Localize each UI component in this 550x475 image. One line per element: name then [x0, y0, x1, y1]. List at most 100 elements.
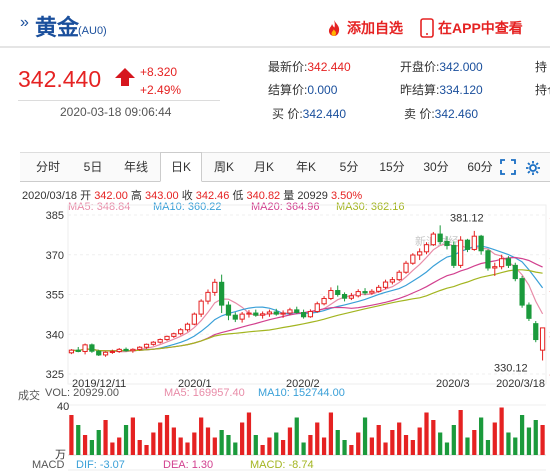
- volume-bar: [308, 435, 313, 455]
- volume-bar: [519, 415, 525, 455]
- ma5-line: [71, 242, 544, 353]
- fullscreen-icon[interactable]: [500, 159, 516, 175]
- volume-bar: [219, 430, 224, 455]
- volume-bar: [315, 422, 320, 455]
- high-annotation: 381.12: [450, 212, 484, 224]
- ma5-label: MA5: 348.84: [68, 201, 131, 213]
- x-axis-label: 2020/3/18: [496, 378, 545, 390]
- candle-body: [348, 295, 355, 299]
- volume-bar: [356, 432, 361, 455]
- candle-body: [239, 313, 245, 320]
- candle-body: [492, 266, 498, 269]
- candle-body: [116, 348, 122, 352]
- tab-30min[interactable]: 30分: [423, 160, 449, 174]
- stat-hold-1: 持: [535, 60, 548, 74]
- stat-latest: 最新价:342.440: [268, 60, 351, 74]
- macd-dea: DEA: 1.30: [163, 459, 214, 471]
- symbol-code: (AU0): [78, 25, 107, 37]
- candle-body: [198, 300, 204, 315]
- candle-body: [321, 297, 327, 305]
- tab-intraday[interactable]: 分时: [35, 160, 60, 174]
- volume-bar: [260, 445, 265, 455]
- volume-bar: [376, 425, 381, 455]
- volume-ma10: MA10: 152744.00: [258, 387, 345, 399]
- volume-bar: [485, 440, 491, 455]
- candle-body: [539, 327, 546, 351]
- volume-bar: [321, 437, 327, 455]
- volume-bar: [103, 420, 108, 455]
- candle-body: [232, 314, 238, 320]
- tab-5day[interactable]: 5日: [83, 160, 103, 174]
- settings-gear-icon[interactable]: [525, 160, 541, 176]
- volume-title: 成交: [18, 390, 40, 402]
- volume-bar: [82, 435, 88, 455]
- volume-bar: [212, 437, 217, 455]
- candle-body: [102, 351, 109, 356]
- ma10-label: MA10: 360.22: [153, 201, 222, 213]
- candle-body: [362, 291, 368, 294]
- volume-bar: [117, 437, 122, 455]
- volume-bar: [472, 430, 477, 455]
- tab-daily-k[interactable]: 日K: [160, 152, 202, 182]
- volume-bar: [424, 412, 429, 455]
- candle-body: [478, 235, 484, 252]
- x-axis-label: 2020/2: [286, 378, 320, 390]
- volume-bar: [253, 435, 258, 455]
- volume-bar: [233, 442, 238, 455]
- tab-5min[interactable]: 5分: [339, 160, 359, 174]
- menu-arrow-icon[interactable]: »: [20, 14, 29, 31]
- phone-icon: [420, 18, 434, 38]
- volume-bar: [526, 427, 532, 455]
- ma10-line: [71, 245, 544, 352]
- volume-bar: [328, 412, 334, 455]
- candle-body: [219, 281, 225, 306]
- candle-body: [96, 350, 102, 356]
- change-value: +8.320: [140, 65, 178, 79]
- candle-body: [253, 312, 259, 316]
- volume-axis-unit: 万: [55, 449, 66, 461]
- candle-body: [335, 290, 341, 295]
- last-price: 342.440: [18, 66, 102, 92]
- volume-ma5: MA5: 169957.40: [164, 387, 245, 399]
- volume-bar: [499, 407, 504, 455]
- header-bar: » 黄金 (AU0) 添加自选 在APP中查看: [0, 0, 550, 48]
- tab-yearly-k[interactable]: 年K: [295, 160, 316, 174]
- candle-body: [458, 239, 464, 266]
- volume-bar: [151, 432, 156, 455]
- tab-60min[interactable]: 60分: [467, 160, 493, 174]
- volume-bar: [465, 437, 470, 455]
- volume-bar: [390, 430, 395, 455]
- candle-body: [246, 312, 252, 315]
- candle-body: [171, 333, 177, 337]
- candle-body: [212, 281, 218, 293]
- volume-bar: [301, 442, 306, 455]
- open-app-button[interactable]: 在APP中查看: [420, 18, 523, 38]
- candle-body: [355, 291, 361, 297]
- volume-bar: [458, 410, 463, 455]
- candle-body: [143, 343, 150, 348]
- add-watchlist-button[interactable]: 添加自选: [325, 18, 403, 38]
- tab-year-line[interactable]: 年线: [123, 160, 148, 174]
- candle-body: [89, 344, 95, 352]
- add-watchlist-label: 添加自选: [347, 20, 403, 36]
- volume-axis-top: 40: [57, 401, 70, 413]
- y-tick-label: 385: [46, 210, 64, 222]
- candle-body: [178, 329, 184, 335]
- x-axis-label: 2020/3: [436, 378, 470, 390]
- candle-body: [164, 335, 170, 341]
- volume-bar: [403, 435, 409, 455]
- tab-weekly-k[interactable]: 周K: [213, 160, 234, 174]
- candle-body: [300, 312, 307, 318]
- ma20-line: [71, 256, 543, 352]
- volume-bar: [451, 425, 456, 455]
- tab-15min[interactable]: 15分: [379, 160, 405, 174]
- candle-body: [430, 233, 436, 246]
- volume-bar: [267, 437, 272, 455]
- tab-monthly-k[interactable]: 月K: [253, 160, 274, 174]
- candle-body: [191, 313, 197, 325]
- volume-bar: [130, 417, 135, 455]
- candle-body: [137, 346, 143, 350]
- volume-bar: [294, 417, 299, 455]
